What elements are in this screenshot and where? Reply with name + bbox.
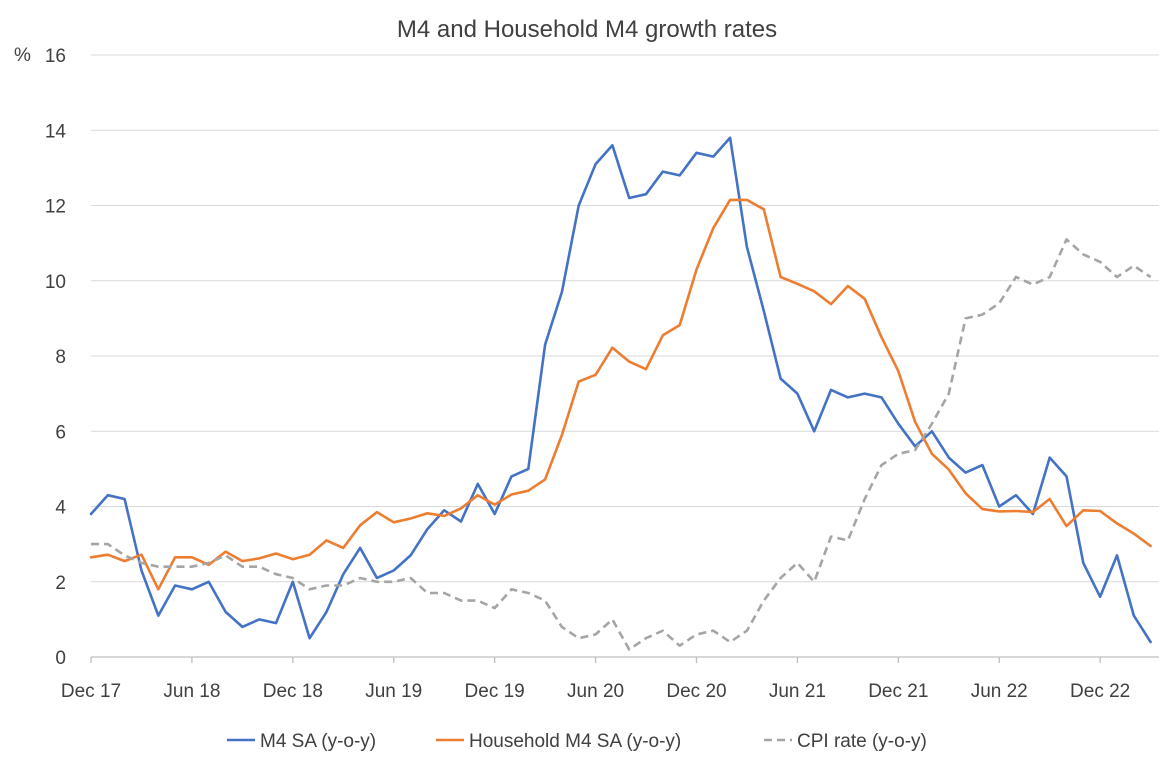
x-tick-label: Jun 19 xyxy=(365,681,422,702)
legend-label: M4 SA (y-o-y) xyxy=(260,731,376,752)
legend-label: Household M4 SA (y-o-y) xyxy=(469,731,681,752)
series-line-3 xyxy=(91,238,1152,651)
x-tick-label: Jun 18 xyxy=(163,681,220,702)
x-tick-label: Dec 19 xyxy=(465,681,525,702)
series-lines xyxy=(89,136,1152,651)
x-tick-label: Dec 22 xyxy=(1070,681,1130,702)
x-axis-tick-labels: Dec 17 Jun 18 Dec 18 Jun 19 Dec 19 Jun 20 Dec … xyxy=(61,681,1130,702)
gridlines xyxy=(91,54,1159,583)
y-tick-label: 12 xyxy=(45,197,66,218)
legend: M4 SA (y-o-y) Household M4 SA (y-o-y) CPI … xyxy=(227,731,927,752)
x-tick-label: Dec 21 xyxy=(868,681,928,702)
x-tick-label: Dec 17 xyxy=(61,681,121,702)
y-tick-label: 16 xyxy=(45,46,66,67)
legend-label: CPI rate (y-o-y) xyxy=(797,731,927,752)
x-tick-label: Dec 18 xyxy=(263,681,323,702)
x-axis xyxy=(90,656,1159,663)
chart-title: M4 and Household M4 growth rates xyxy=(397,16,777,43)
y-tick-label: 8 xyxy=(55,347,66,368)
series-line-2 xyxy=(89,198,1152,591)
x-tick-label: Jun 22 xyxy=(971,681,1028,702)
y-tick-label: 2 xyxy=(55,573,66,594)
x-tick-label: Jun 20 xyxy=(567,681,624,702)
y-tick-label: 6 xyxy=(55,422,66,443)
y-tick-label: 0 xyxy=(55,648,66,669)
y-tick-label: 14 xyxy=(45,121,67,142)
x-tick-label: Jun 21 xyxy=(769,681,826,702)
y-axis: 0 2 4 6 8 10 12 14 16 xyxy=(45,46,67,669)
y-tick-label: 4 xyxy=(55,498,66,519)
x-tick-label: Dec 20 xyxy=(666,681,726,702)
y-axis-unit-label: % xyxy=(14,45,31,66)
series-line-1 xyxy=(89,136,1152,644)
y-tick-label: 10 xyxy=(45,272,66,293)
